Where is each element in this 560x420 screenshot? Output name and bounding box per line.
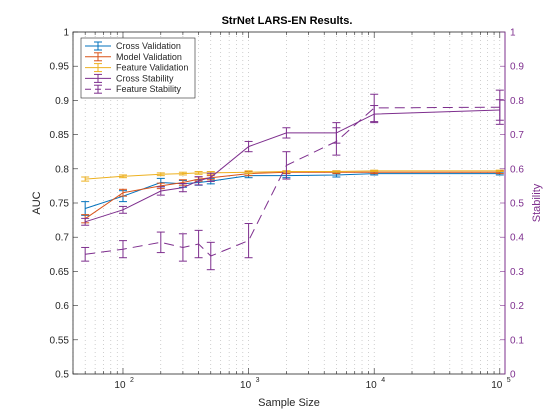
y-axis-label-left: AUC	[31, 191, 43, 214]
legend-label: Cross Validation	[116, 41, 181, 51]
y-right-tick-label: 0.1	[510, 335, 524, 346]
x-axis-label: Sample Size	[258, 397, 320, 409]
y-right-tick-label: 0.6	[510, 164, 524, 175]
y-left-tick-label: 0.55	[50, 335, 70, 346]
x-tick-label: 10	[491, 380, 503, 391]
y-right-tick-label: 0.2	[510, 301, 524, 312]
y-right-tick-label: 0.4	[510, 233, 524, 244]
x-tick-label: 10	[366, 380, 378, 391]
y-left-tick-label: 0.7	[55, 233, 69, 244]
y-left-tick-label: 0.5	[55, 370, 69, 381]
y-right-tick-label: 1	[510, 28, 516, 39]
x-tick-exponent: 2	[130, 377, 134, 384]
series-group	[81, 89, 504, 271]
y-left-tick-label: 0.9	[55, 96, 69, 107]
y-right-tick-label: 0.8	[510, 96, 524, 107]
legend-label: Model Validation	[116, 52, 182, 62]
y-left-tick-label: 1	[63, 28, 69, 39]
y-left-tick-label: 0.8	[55, 164, 69, 175]
y-right-tick-label: 0.5	[510, 199, 524, 210]
series-feature-stability	[81, 89, 504, 271]
y-axis-label-right: Stability	[531, 183, 543, 222]
y-left-tick-label: 0.95	[50, 62, 70, 73]
y-left-tick-label: 0.85	[50, 130, 70, 141]
y-right-tick-label: 0.7	[510, 130, 524, 141]
legend-label: Feature Validation	[116, 63, 188, 73]
y-left-tick-label: 0.75	[50, 199, 70, 210]
y-right-tick-label: 0	[510, 370, 516, 381]
x-tick-label: 10	[240, 380, 252, 391]
x-tick-exponent: 4	[381, 377, 385, 384]
axes: 10 2 10 3 10 4 10 50.50.550.60.650.70.750.80.85…	[50, 28, 525, 392]
chart-title: StrNet LARS-EN Results.	[222, 15, 353, 27]
legend-label: Cross Stability	[116, 73, 174, 83]
y-left-tick-label: 0.6	[55, 301, 69, 312]
legend-label: Feature Stability	[116, 84, 182, 94]
x-tick-exponent: 3	[256, 377, 260, 384]
x-tick-exponent: 5	[507, 377, 511, 384]
y-left-tick-label: 0.65	[50, 267, 70, 278]
x-tick-label: 10	[114, 380, 126, 391]
y-right-tick-label: 0.3	[510, 267, 524, 278]
y-right-tick-label: 0.9	[510, 62, 524, 73]
